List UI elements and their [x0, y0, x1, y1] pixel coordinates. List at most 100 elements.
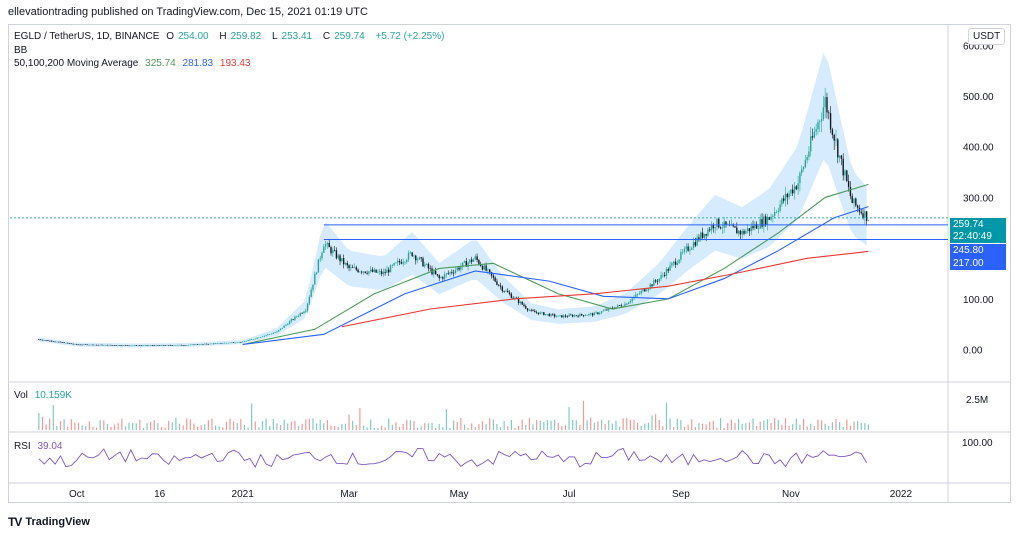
bollinger-band — [38, 53, 867, 348]
candle-body — [198, 344, 201, 346]
candle-body — [599, 312, 601, 314]
candle-body — [398, 260, 401, 263]
candle-body — [245, 341, 247, 342]
volume-bar — [160, 427, 163, 430]
candle-body — [755, 223, 758, 229]
candle-body — [407, 252, 410, 260]
candle-body — [214, 343, 217, 344]
volume-bar — [467, 427, 469, 430]
candle-body — [351, 267, 354, 268]
volume-bar — [258, 427, 260, 430]
candle-body — [359, 271, 361, 273]
candle-body — [537, 312, 540, 315]
candle-body — [415, 255, 417, 261]
candle-body — [124, 345, 127, 346]
candle-body — [710, 224, 713, 231]
candle-body — [204, 343, 206, 345]
volume-bar — [243, 425, 246, 430]
volume-bar — [546, 420, 549, 430]
volume-bar — [842, 426, 844, 430]
currency-badge[interactable]: USDT — [968, 28, 1006, 45]
volume-bar — [416, 427, 419, 430]
candle-body — [103, 344, 105, 346]
volume-bar — [453, 420, 455, 430]
candle-body — [472, 259, 475, 262]
volume-bar — [341, 424, 343, 430]
candle-body — [842, 158, 844, 176]
volume-bar — [637, 422, 639, 430]
symbol-name: EGLD / TetherUS, 1D, BINANCE — [14, 31, 160, 42]
volume-bar — [117, 423, 119, 430]
candle-body — [332, 250, 334, 254]
volume-legend[interactable]: Vol 10.159K — [14, 390, 76, 401]
volume-bar — [802, 418, 805, 430]
candle-body — [620, 305, 623, 307]
candle-body — [229, 342, 231, 344]
candle-body — [626, 303, 628, 305]
candle-body — [333, 250, 336, 251]
chart-frame[interactable] — [8, 24, 1011, 503]
volume-bar — [489, 418, 491, 430]
candle-body — [483, 265, 486, 270]
candle-body — [734, 226, 736, 228]
candle-body — [543, 312, 545, 316]
volume-bar — [398, 426, 401, 430]
volume-bar — [236, 422, 238, 430]
volume-bar — [528, 418, 530, 430]
candle-body — [577, 315, 579, 317]
candle-body — [321, 252, 323, 259]
bb-legend[interactable]: BB — [14, 45, 28, 56]
candle-body — [222, 343, 224, 344]
candle-body — [683, 248, 686, 252]
candle-body — [43, 340, 45, 341]
ma-legend[interactable]: 50,100,200 Moving Average 325.74 281.83 … — [14, 58, 254, 69]
volume-bar — [849, 425, 852, 430]
volume-bar — [114, 424, 116, 430]
volume-bar — [777, 419, 779, 430]
candle-body — [597, 312, 599, 314]
candle-body — [101, 344, 103, 346]
volume-bar — [110, 426, 112, 430]
candle-body — [169, 345, 172, 346]
candle-body — [335, 250, 338, 259]
volume-bar — [88, 421, 90, 430]
candle-body — [476, 256, 478, 261]
volume-bar — [460, 418, 462, 430]
candle-body — [168, 344, 170, 346]
candle-body — [851, 196, 853, 204]
candle-body — [819, 121, 821, 123]
volume-bar — [265, 418, 267, 430]
candle-body — [225, 342, 228, 344]
candle-body — [158, 345, 161, 346]
candle-body — [140, 345, 143, 347]
rsi-legend[interactable]: RSI 39.04 — [14, 441, 66, 452]
candle-body — [94, 344, 96, 346]
volume-bar — [463, 424, 466, 430]
volume-bar — [629, 419, 631, 430]
volume-bar — [406, 419, 408, 430]
volume-bar — [323, 423, 325, 430]
candle-body — [424, 264, 426, 267]
volume-bar — [153, 420, 155, 430]
ohlc-high: H 259.82 — [219, 31, 262, 42]
candle-body — [218, 343, 220, 344]
candle-body — [591, 313, 594, 316]
candle-body — [575, 315, 577, 316]
volume-bar — [413, 420, 415, 430]
candle-body — [685, 246, 688, 249]
candle-body — [319, 258, 321, 260]
candle-body — [386, 269, 388, 273]
volume-bar — [838, 421, 841, 430]
candle-body — [669, 265, 671, 271]
candle-body — [438, 275, 440, 279]
volume-bar — [633, 419, 635, 430]
candle-body — [761, 219, 763, 227]
tradingview-brand[interactable]: TV TradingView — [8, 515, 90, 529]
volume-bar — [864, 423, 866, 430]
candle-body — [467, 262, 469, 267]
candle-body — [559, 315, 561, 316]
candle-body — [766, 217, 769, 225]
candle-body — [92, 344, 94, 346]
volume-bar — [380, 425, 383, 430]
